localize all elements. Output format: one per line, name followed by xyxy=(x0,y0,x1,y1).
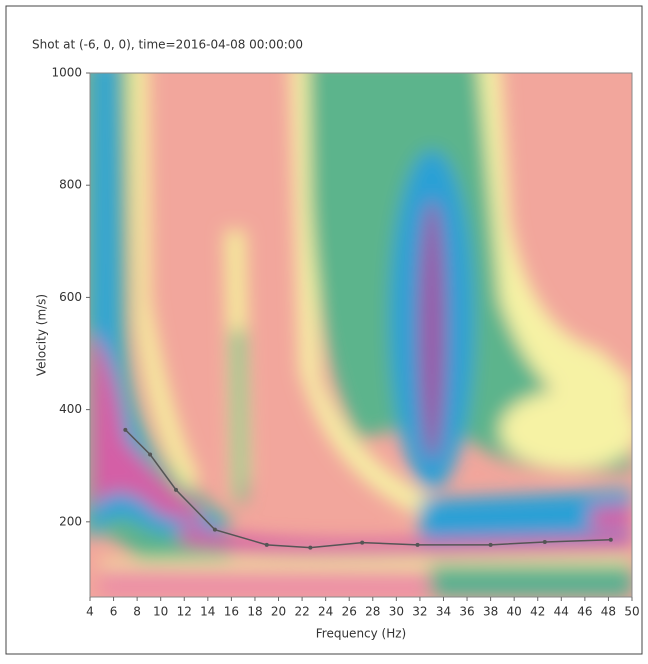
x-tick-label: 40 xyxy=(507,605,522,619)
curve-point xyxy=(360,541,364,545)
x-tick-label: 50 xyxy=(624,605,639,619)
x-tick-label: 14 xyxy=(200,605,215,619)
heatmap xyxy=(80,60,640,597)
chart: Shot at (-6, 0, 0), time=2016-04-08 00:0… xyxy=(0,0,648,660)
x-tick-label: 42 xyxy=(530,605,545,619)
x-tick-label: 12 xyxy=(177,605,192,619)
curve-point xyxy=(265,543,269,547)
x-tick-label: 24 xyxy=(318,605,333,619)
y-axis-label: Velocity (m/s) xyxy=(35,294,49,376)
x-tick-label: 26 xyxy=(342,605,357,619)
curve-point xyxy=(174,488,178,492)
chart-title: Shot at (-6, 0, 0), time=2016-04-08 00:0… xyxy=(32,38,303,52)
x-tick-label: 28 xyxy=(365,605,380,619)
y-tick-label: 200 xyxy=(59,514,82,528)
x-tick-label: 32 xyxy=(412,605,427,619)
x-tick-label: 36 xyxy=(459,605,474,619)
x-tick-label: 48 xyxy=(601,605,616,619)
x-axis-label: Frequency (Hz) xyxy=(316,627,407,641)
curve-point xyxy=(416,543,420,547)
y-tick-label: 600 xyxy=(59,290,82,304)
y-tick-label: 800 xyxy=(59,178,82,192)
y-tick-label: 400 xyxy=(59,402,82,416)
x-tick-label: 16 xyxy=(224,605,239,619)
curve-point xyxy=(308,546,312,550)
curve-point xyxy=(609,538,613,542)
x-tick-label: 10 xyxy=(153,605,168,619)
curve-point xyxy=(123,428,127,432)
curve-point xyxy=(148,452,152,456)
x-tick-label: 18 xyxy=(247,605,262,619)
x-tick-label: 44 xyxy=(554,605,569,619)
x-tick-label: 22 xyxy=(294,605,309,619)
x-tick-label: 8 xyxy=(133,605,141,619)
x-tick-label: 46 xyxy=(577,605,592,619)
x-tick-label: 6 xyxy=(110,605,118,619)
x-tick-label: 4 xyxy=(86,605,94,619)
curve-point xyxy=(213,528,217,532)
x-tick-label: 20 xyxy=(271,605,286,619)
curve-point xyxy=(489,543,493,547)
x-tick-label: 34 xyxy=(436,605,451,619)
x-tick-label: 38 xyxy=(483,605,498,619)
y-tick-label: 1000 xyxy=(51,66,82,80)
x-tick-label: 30 xyxy=(389,605,404,619)
curve-point xyxy=(543,540,547,544)
